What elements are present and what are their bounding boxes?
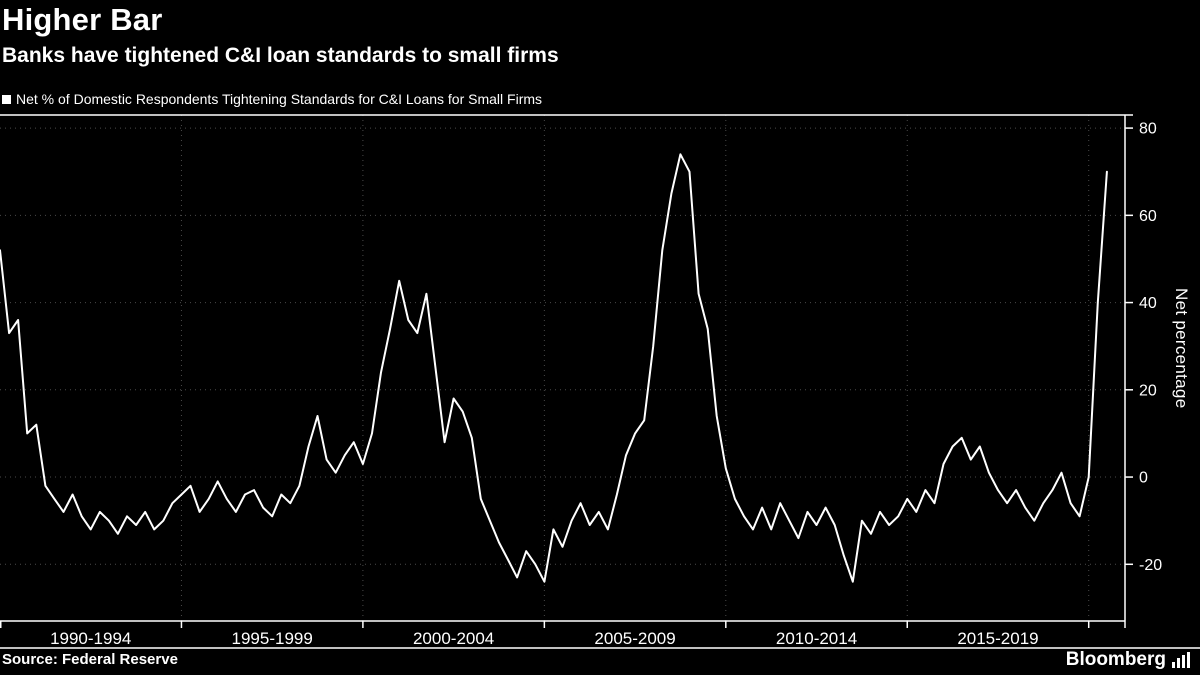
legend-label: Net % of Domestic Respondents Tightening… [16, 91, 543, 107]
y-tick-label: 40 [1139, 295, 1157, 312]
source-text: Source: Federal Reserve [2, 651, 178, 668]
x-tick-label: 2015-2019 [957, 629, 1038, 648]
bloomberg-bars-icon [1172, 652, 1190, 668]
y-tick-label: 60 [1139, 208, 1157, 225]
x-tick-label: 2000-2004 [413, 629, 494, 648]
x-tick-label: 2005-2009 [594, 629, 675, 648]
legend-swatch-icon [2, 94, 11, 104]
y-tick-label: 0 [1139, 470, 1148, 487]
bloomberg-logo: Bloomberg [1066, 649, 1190, 671]
x-tick-label: 1990-1994 [50, 629, 131, 648]
chart-subtitle: Banks have tightened C&I loan standards … [2, 44, 559, 67]
x-tick-label: 2010-2014 [776, 629, 857, 648]
series-line [0, 153, 1108, 583]
y-tick-label: 80 [1139, 121, 1157, 138]
page-title: Higher Bar [2, 2, 163, 37]
x-tick-label: 1995-1999 [232, 629, 313, 648]
bloomberg-wordmark: Bloomberg [1065, 649, 1166, 670]
y-axis-title: Net percentage [1172, 288, 1191, 409]
y-tick-label: 20 [1139, 382, 1157, 399]
legend: Net % of Domestic Respondents Tightening… [2, 91, 542, 107]
y-tick-label: -20 [1139, 557, 1162, 574]
